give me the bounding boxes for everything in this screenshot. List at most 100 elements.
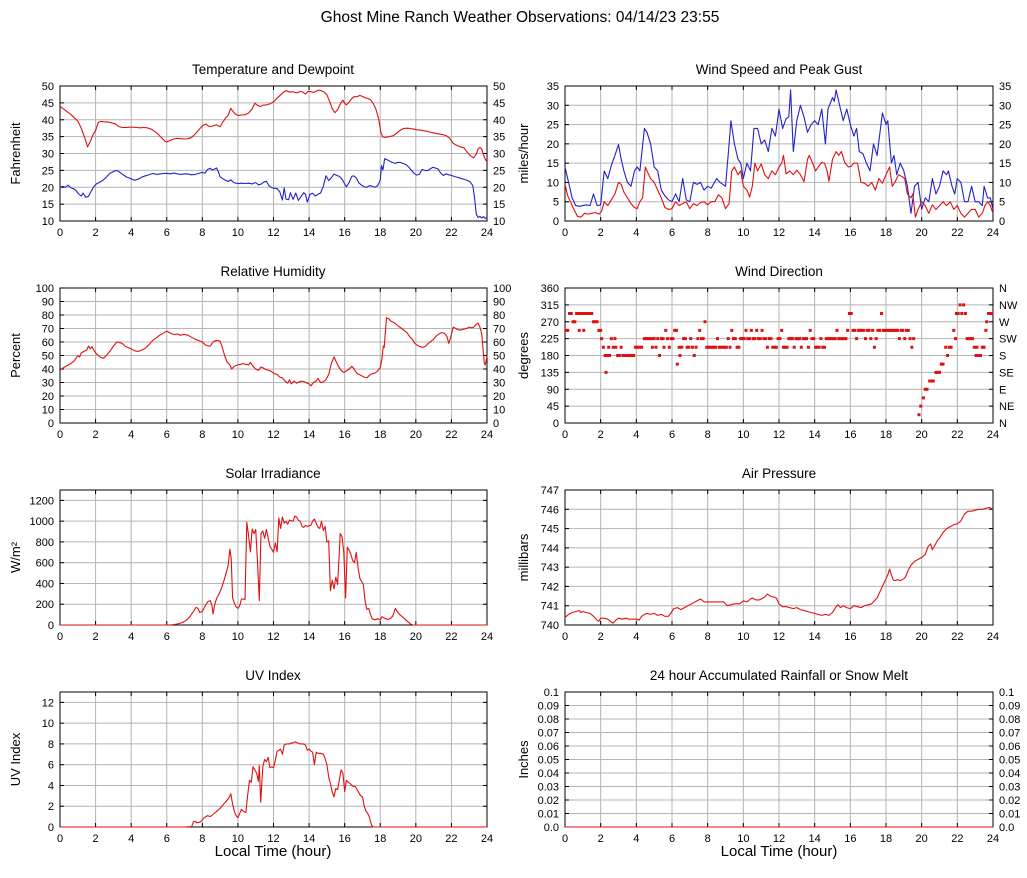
chart-title-solar-irradiance: Solar Irradiance bbox=[225, 466, 320, 481]
y-axis-label-miles-hour: miles/hour bbox=[516, 123, 531, 184]
svg-text:0.03: 0.03 bbox=[999, 782, 1020, 794]
svg-text:20: 20 bbox=[916, 631, 928, 643]
svg-text:0.03: 0.03 bbox=[538, 782, 559, 794]
svg-text:N: N bbox=[999, 283, 1007, 295]
svg-text:24: 24 bbox=[987, 227, 999, 239]
svg-text:0.09: 0.09 bbox=[999, 701, 1020, 713]
svg-text:40: 40 bbox=[42, 364, 54, 376]
svg-text:24: 24 bbox=[987, 429, 999, 441]
y-axis-label-fahrenheit: Fahrenheit bbox=[8, 122, 23, 185]
svg-text:24: 24 bbox=[481, 429, 493, 441]
svg-text:90: 90 bbox=[493, 297, 505, 309]
svg-text:12: 12 bbox=[42, 697, 54, 709]
svg-text:50: 50 bbox=[493, 81, 505, 93]
svg-text:800: 800 bbox=[36, 537, 54, 549]
y-axis-label-inches: Inches bbox=[516, 740, 531, 779]
svg-text:70: 70 bbox=[493, 324, 505, 336]
svg-text:0: 0 bbox=[562, 631, 568, 643]
svg-text:0.04: 0.04 bbox=[999, 768, 1020, 780]
svg-text:15: 15 bbox=[42, 199, 54, 211]
svg-text:35: 35 bbox=[42, 132, 54, 144]
svg-text:8: 8 bbox=[199, 833, 205, 845]
svg-text:4: 4 bbox=[633, 631, 639, 643]
svg-text:0: 0 bbox=[553, 418, 559, 430]
svg-text:0.0: 0.0 bbox=[544, 822, 559, 834]
series-peak-gust bbox=[564, 89, 994, 214]
svg-text:N: N bbox=[999, 418, 1007, 430]
svg-text:2: 2 bbox=[598, 631, 604, 643]
svg-text:35: 35 bbox=[999, 81, 1011, 93]
y-axis-label-percent: Percent bbox=[8, 333, 23, 378]
svg-text:18: 18 bbox=[374, 631, 386, 643]
svg-text:6: 6 bbox=[669, 833, 675, 845]
svg-text:742: 742 bbox=[541, 581, 559, 593]
svg-text:45: 45 bbox=[493, 98, 505, 110]
svg-text:45: 45 bbox=[547, 401, 559, 413]
svg-text:18: 18 bbox=[374, 227, 386, 239]
svg-text:16: 16 bbox=[844, 429, 856, 441]
svg-text:6: 6 bbox=[669, 631, 675, 643]
svg-text:0: 0 bbox=[562, 833, 568, 845]
svg-text:90: 90 bbox=[547, 384, 559, 396]
svg-text:15: 15 bbox=[999, 158, 1011, 170]
svg-text:24: 24 bbox=[987, 631, 999, 643]
svg-text:400: 400 bbox=[36, 578, 54, 590]
svg-text:0.04: 0.04 bbox=[538, 768, 559, 780]
svg-text:0.07: 0.07 bbox=[538, 728, 559, 740]
svg-text:30: 30 bbox=[42, 378, 54, 390]
svg-text:10: 10 bbox=[737, 227, 749, 239]
svg-text:10: 10 bbox=[999, 177, 1011, 189]
svg-text:6: 6 bbox=[669, 429, 675, 441]
svg-text:4: 4 bbox=[128, 631, 134, 643]
svg-text:22: 22 bbox=[445, 429, 457, 441]
svg-text:2: 2 bbox=[48, 801, 54, 813]
svg-text:0.06: 0.06 bbox=[999, 741, 1020, 753]
svg-text:90: 90 bbox=[42, 297, 54, 309]
svg-text:14: 14 bbox=[809, 227, 821, 239]
svg-text:18: 18 bbox=[880, 429, 892, 441]
svg-text:E: E bbox=[999, 384, 1006, 396]
svg-text:12: 12 bbox=[773, 429, 785, 441]
series-air-pressure bbox=[564, 506, 994, 624]
svg-text:0.07: 0.07 bbox=[999, 728, 1020, 740]
svg-text:35: 35 bbox=[547, 81, 559, 93]
svg-text:270: 270 bbox=[541, 317, 559, 329]
grid-lines bbox=[60, 288, 487, 423]
svg-text:5: 5 bbox=[999, 197, 1005, 209]
svg-text:60: 60 bbox=[493, 337, 505, 349]
svg-text:2: 2 bbox=[598, 227, 604, 239]
svg-text:0: 0 bbox=[553, 216, 559, 228]
svg-text:16: 16 bbox=[844, 631, 856, 643]
svg-text:14: 14 bbox=[809, 833, 821, 845]
svg-text:4: 4 bbox=[633, 833, 639, 845]
chart-title-wind-speed-gust: Wind Speed and Peak Gust bbox=[696, 62, 863, 77]
svg-text:14: 14 bbox=[809, 631, 821, 643]
svg-text:30: 30 bbox=[42, 149, 54, 161]
tick-labels: 0 2 4 6 8 10 12 14 16 18 20 22 247407417427437447457… bbox=[541, 485, 999, 643]
svg-text:12: 12 bbox=[773, 631, 785, 643]
series-wind-direction bbox=[564, 303, 994, 417]
svg-text:24: 24 bbox=[987, 833, 999, 845]
svg-text:0.0: 0.0 bbox=[999, 822, 1014, 834]
svg-text:16: 16 bbox=[844, 833, 856, 845]
svg-text:22: 22 bbox=[951, 429, 963, 441]
svg-text:22: 22 bbox=[445, 833, 457, 845]
svg-text:50: 50 bbox=[42, 351, 54, 363]
svg-text:20: 20 bbox=[493, 391, 505, 403]
svg-text:360: 360 bbox=[541, 283, 559, 295]
svg-text:20: 20 bbox=[410, 429, 422, 441]
svg-text:0.09: 0.09 bbox=[538, 701, 559, 713]
chart-title-rainfall: 24 hour Accumulated Rainfall or Snow Mel… bbox=[650, 668, 908, 683]
svg-text:20: 20 bbox=[916, 429, 928, 441]
y-axis-label-watts-m2: W/m² bbox=[8, 541, 23, 573]
svg-text:SE: SE bbox=[999, 367, 1014, 379]
svg-text:16: 16 bbox=[339, 631, 351, 643]
svg-text:40: 40 bbox=[493, 364, 505, 376]
svg-text:1000: 1000 bbox=[30, 516, 54, 528]
plot-frame bbox=[564, 489, 994, 626]
